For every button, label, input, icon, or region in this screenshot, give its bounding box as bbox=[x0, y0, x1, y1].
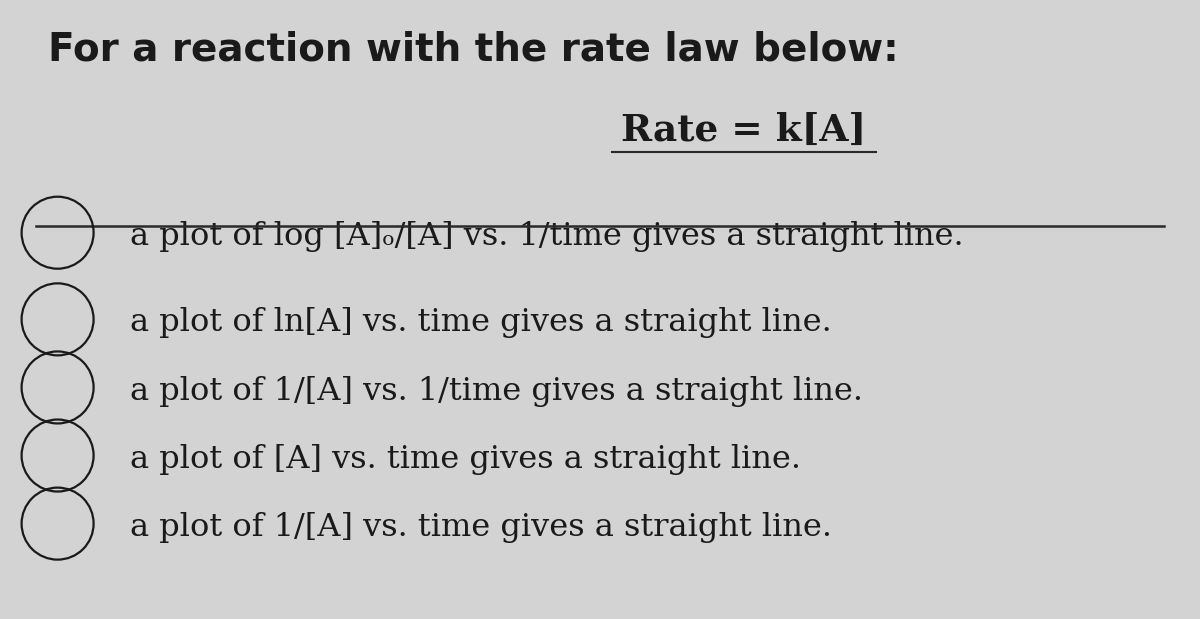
Text: a plot of 1/[A] vs. time gives a straight line.: a plot of 1/[A] vs. time gives a straigh… bbox=[130, 512, 832, 543]
Text: a plot of ln[A] vs. time gives a straight line.: a plot of ln[A] vs. time gives a straigh… bbox=[130, 308, 832, 339]
Text: a plot of log [A]ₒ/[A] vs. 1/time gives a straight line.: a plot of log [A]ₒ/[A] vs. 1/time gives … bbox=[130, 221, 964, 252]
Text: Rate = k[A]: Rate = k[A] bbox=[622, 111, 866, 149]
Text: a plot of [A] vs. time gives a straight line.: a plot of [A] vs. time gives a straight … bbox=[130, 444, 800, 475]
Text: For a reaction with the rate law below:: For a reaction with the rate law below: bbox=[48, 31, 899, 69]
Text: a plot of 1/[A] vs. 1/time gives a straight line.: a plot of 1/[A] vs. 1/time gives a strai… bbox=[130, 376, 863, 407]
